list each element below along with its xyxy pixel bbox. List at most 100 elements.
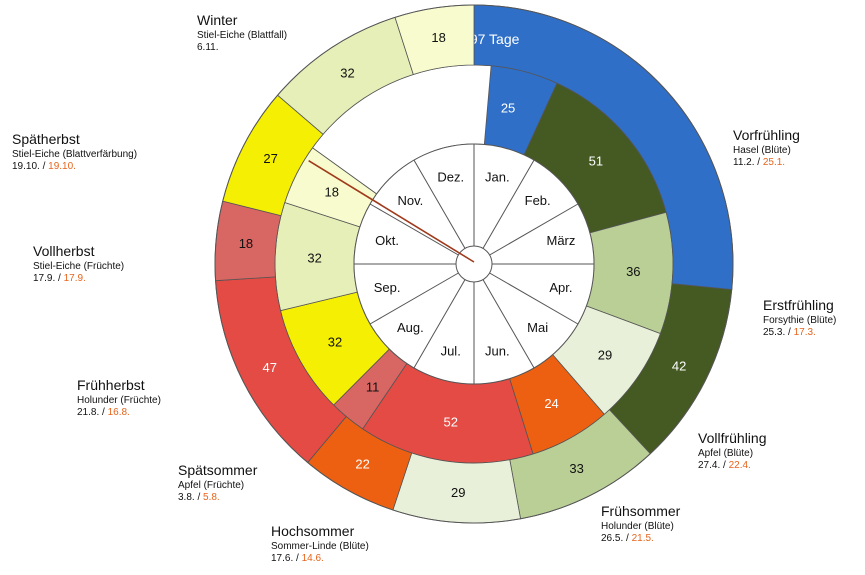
season-date-new: 16.8. — [107, 407, 130, 418]
season-dates: 17.6. / 14.6. — [271, 553, 369, 566]
duration-label-ring-0-8: 32 — [307, 250, 321, 265]
duration-label-ring-1-4: 22 — [355, 457, 369, 472]
duration-label-ring-1-6: 18 — [239, 236, 253, 251]
duration-label-ring-0-0: 25 — [501, 101, 515, 116]
season-indicator-plant: Stiel-Eiche (Früchte) — [33, 260, 125, 272]
season-indicator-plant: Stiel-Eiche (Blattverfärbung) — [12, 148, 138, 160]
season-label-vorfruehling: Vorfrühling Hasel (Blüte) 11.2. / 25.1. — [733, 127, 800, 170]
month-divider — [413, 159, 466, 249]
month-divider — [369, 272, 459, 325]
season-name: Frühherbst — [77, 377, 145, 393]
month-divider — [489, 272, 579, 325]
season-dates: 11.2. / 25.1. — [733, 157, 800, 170]
season-indicator-plant: Forsythie (Blüte) — [763, 314, 837, 326]
outer-rim — [214, 4, 734, 524]
duration-label-ring-0-7: 32 — [328, 335, 342, 350]
season-label-erstfruehling: Erstfrühling Forsythie (Blüte) 25.3. / 1… — [763, 297, 836, 340]
season-label-winter: Winter Stiel-Eiche (Blattfall) 6.11. — [197, 12, 287, 55]
season-date-old: 6.11. — [197, 42, 219, 53]
month-label-7: Aug. — [397, 320, 424, 335]
month-label-9: Okt. — [375, 233, 399, 248]
duration-label-ring-1-7: 27 — [263, 151, 277, 166]
duration-label-ring-0-5: 52 — [444, 414, 458, 429]
season-date-old: 21.8. / — [77, 407, 108, 418]
season-indicator-plant: Hasel (Blüte) — [733, 144, 791, 156]
season-name: Vollherbst — [33, 243, 95, 259]
duration-label-ring-1-1: 42 — [672, 358, 686, 373]
season-name: Erstfrühling — [763, 297, 834, 313]
month-divider — [413, 279, 466, 369]
season-date-old: 19.10. / — [12, 161, 49, 172]
month-label-3: Apr. — [549, 280, 572, 295]
season-dates: 26.5. / 21.5. — [601, 533, 680, 546]
duration-label-ring-1-9: 18 — [431, 30, 445, 45]
season-date-old: 26.5. / — [601, 533, 632, 544]
season-name: Winter — [197, 12, 238, 28]
season-label-hochsommer: Hochsommer Sommer-Linde (Blüte) 17.6. / … — [271, 523, 369, 566]
season-date-new: 22.4. — [728, 460, 751, 471]
duration-label-ring-1-3: 29 — [451, 485, 465, 500]
season-date-new: 14.6. — [301, 553, 324, 564]
season-dates: 27.4. / 22.4. — [698, 460, 767, 473]
duration-label-ring-1-8: 32 — [340, 66, 354, 81]
season-label-fruehherbst: Frühherbst Holunder (Früchte) 21.8. / 16… — [77, 377, 161, 420]
month-label-4: Mai — [527, 320, 548, 335]
month-label-5: Jun. — [485, 343, 510, 358]
duration-label-ring-0-9: 18 — [324, 184, 338, 199]
clock-hand — [308, 159, 475, 263]
month-label-0: Jan. — [485, 170, 510, 185]
season-indicator-plant: Holunder (Blüte) — [601, 520, 674, 532]
season-dates: 17.9. / 17.9. — [33, 273, 124, 286]
season-indicator-plant: Stiel-Eiche (Blattfall) — [197, 29, 288, 41]
season-date-new: 25.1. — [762, 157, 786, 168]
duration-label-ring-0-1: 51 — [589, 154, 603, 169]
season-date-new: 5.8. — [203, 492, 220, 503]
month-label-2: März — [546, 233, 575, 248]
month-divider — [482, 159, 535, 249]
season-dates: 3.8. / 5.8. — [178, 492, 257, 505]
season-name: Spätherbst — [12, 131, 80, 147]
month-label-8: Sep. — [374, 280, 401, 295]
season-dates: 6.11. — [197, 42, 287, 55]
season-label-vollfruehling: Vollfrühling Apfel (Blüte) 27.4. / 22.4. — [698, 430, 767, 473]
month-divider — [482, 279, 535, 369]
center-hub — [455, 245, 493, 283]
month-divider — [489, 203, 579, 256]
month-label-6: Jul. — [441, 343, 461, 358]
season-indicator-plant: Holunder (Früchte) — [77, 394, 161, 406]
month-divider — [369, 203, 459, 256]
season-name: Vorfrühling — [733, 127, 800, 143]
season-name: Spätsommer — [178, 462, 258, 478]
season-date-old: 25.3. / — [763, 327, 794, 338]
season-date-old: 27.4. / — [698, 460, 729, 471]
duration-label-ring-0-2: 36 — [626, 264, 640, 279]
season-date-old: 17.9. / — [33, 273, 64, 284]
season-indicator-plant: Apfel (Früchte) — [178, 479, 245, 491]
season-name: Vollfrühling — [698, 430, 767, 446]
month-label-10: Nov. — [397, 193, 423, 208]
season-name: Frühsommer — [601, 503, 681, 519]
season-date-old: 3.8. / — [178, 492, 204, 503]
duration-label-ring-0-6: 11 — [366, 380, 380, 395]
season-indicator-plant: Sommer-Linde (Blüte) — [271, 540, 369, 552]
season-dates: 21.8. / 16.8. — [77, 407, 161, 420]
season-label-fruehsommer: Frühsommer Holunder (Blüte) 26.5. / 21.5… — [601, 503, 680, 546]
month-label-11: Dez. — [437, 170, 464, 185]
season-indicator-plant: Apfel (Blüte) — [698, 447, 754, 459]
month-label-1: Feb. — [525, 193, 551, 208]
season-name: Hochsommer — [271, 523, 355, 539]
season-date-new: 17.9. — [63, 273, 86, 284]
season-date-old: 17.6. / — [271, 553, 302, 564]
season-date-new: 19.10. — [48, 161, 76, 172]
season-dates: 19.10. / 19.10. — [12, 161, 137, 174]
season-date-new: 21.5. — [631, 533, 654, 544]
season-date-new: 17.3. — [793, 327, 816, 338]
season-label-spaetherbst: Spätherbst Stiel-Eiche (Blattverfärbung)… — [12, 131, 137, 174]
duration-label-ring-0-4: 24 — [544, 396, 558, 411]
season-dates: 25.3. / 17.3. — [763, 327, 836, 340]
duration-label-ring-1-5: 47 — [263, 360, 277, 375]
season-date-old: 11.2. / — [733, 157, 763, 168]
duration-label-ring-1-2: 33 — [569, 461, 583, 476]
